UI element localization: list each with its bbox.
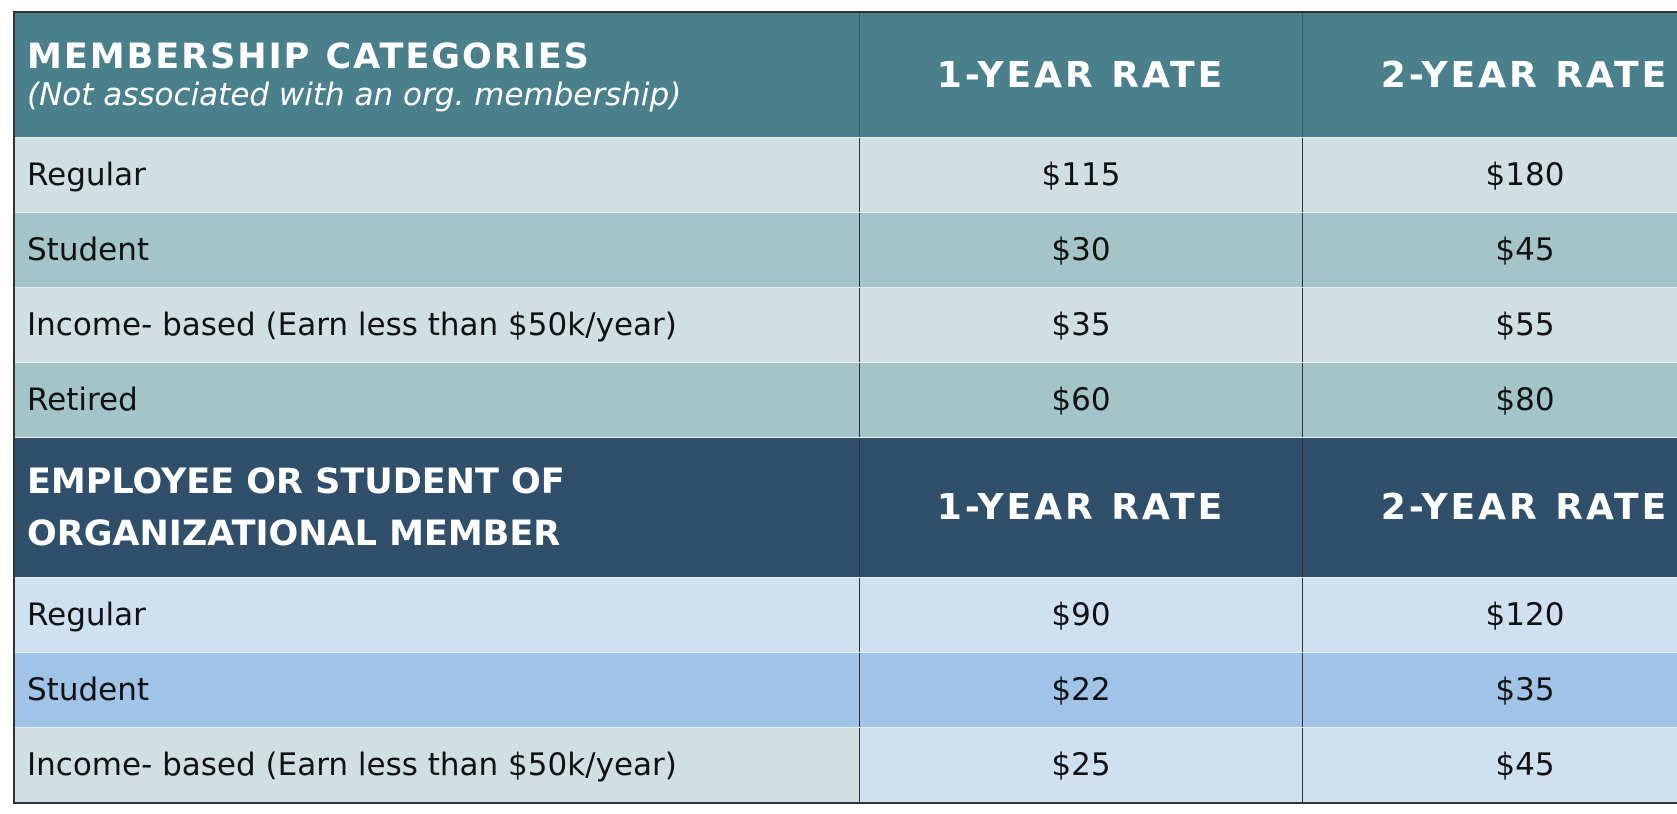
category-cell: Income- based (Earn less than $50k/year) bbox=[14, 287, 860, 363]
section: MEMBERSHIP CATEGORIES (Not associated wit… bbox=[14, 12, 1677, 438]
rate-cell: $25 bbox=[859, 727, 1303, 804]
category-cell: Regular bbox=[14, 577, 860, 653]
category-cell: Student bbox=[14, 212, 860, 288]
rate-cell: $115 bbox=[859, 137, 1303, 213]
column-header: 1-YEAR RATE bbox=[859, 437, 1303, 578]
header-cell: MEMBERSHIP CATEGORIES (Not associated wit… bbox=[14, 12, 860, 138]
category-cell: Student bbox=[14, 652, 860, 728]
category-cell: Regular bbox=[14, 137, 860, 213]
rate-row: Regular $90 $120 bbox=[14, 577, 1677, 653]
rate-row: Income- based (Earn less than $50k/year)… bbox=[14, 727, 1677, 804]
category-cell: Income- based (Earn less than $50k/year) bbox=[14, 727, 860, 804]
rate-cell: $180 bbox=[1302, 137, 1677, 213]
rate-row: Student $30 $45 bbox=[14, 212, 1677, 288]
rate-cell: $30 bbox=[859, 212, 1303, 288]
rate-cell: $45 bbox=[1302, 212, 1677, 288]
rate-row: Regular $115 $180 bbox=[14, 137, 1677, 213]
rate-cell: $35 bbox=[859, 287, 1303, 363]
column-header: 2-YEAR RATE bbox=[1302, 12, 1677, 138]
section-title: EMPLOYEE OR STUDENT OF ORGANIZATIONAL ME… bbox=[27, 461, 565, 554]
header-cell: EMPLOYEE OR STUDENT OF ORGANIZATIONAL ME… bbox=[14, 437, 860, 578]
header-row: MEMBERSHIP CATEGORIES (Not associated wit… bbox=[14, 12, 1677, 138]
section: EMPLOYEE OR STUDENT OF ORGANIZATIONAL ME… bbox=[14, 437, 1677, 804]
column-header: 2-YEAR RATE bbox=[1302, 437, 1677, 578]
rate-row: Income- based (Earn less than $50k/year)… bbox=[14, 287, 1677, 363]
section-title: MEMBERSHIP CATEGORIES bbox=[27, 37, 591, 77]
rate-cell: $35 bbox=[1302, 652, 1677, 728]
rate-cell: $120 bbox=[1302, 577, 1677, 653]
rate-cell: $80 bbox=[1302, 362, 1677, 438]
rate-cell: $90 bbox=[859, 577, 1303, 653]
rates-table: MEMBERSHIP CATEGORIES (Not associated wit… bbox=[13, 11, 1677, 804]
rate-row: Student $22 $35 bbox=[14, 652, 1677, 728]
header-row: EMPLOYEE OR STUDENT OF ORGANIZATIONAL ME… bbox=[14, 437, 1677, 578]
rate-cell: $45 bbox=[1302, 727, 1677, 804]
section-subtitle: (Not associated with an org. membership) bbox=[27, 77, 682, 113]
rate-cell: $55 bbox=[1302, 287, 1677, 363]
rate-row: Retired $60 $80 bbox=[14, 362, 1677, 438]
rate-cell: $22 bbox=[859, 652, 1303, 728]
rate-cell: $60 bbox=[859, 362, 1303, 438]
column-header: 1-YEAR RATE bbox=[859, 12, 1303, 138]
category-cell: Retired bbox=[14, 362, 860, 438]
